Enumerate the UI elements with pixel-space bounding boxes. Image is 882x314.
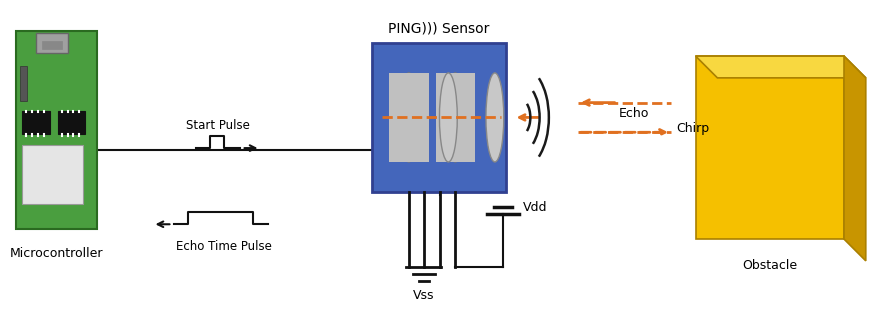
Text: Chirp: Chirp (676, 122, 709, 135)
Text: Start Pulse: Start Pulse (186, 119, 250, 132)
Ellipse shape (486, 73, 504, 162)
Ellipse shape (439, 73, 457, 162)
Text: PING))) Sensor: PING))) Sensor (388, 21, 490, 35)
Bar (16, 31, 97, 229)
Bar (20, 66, 27, 100)
Bar (36, 33, 68, 53)
Bar (372, 43, 505, 192)
Text: Echo Time Pulse: Echo Time Pulse (176, 240, 272, 253)
Text: Microcontroller: Microcontroller (10, 247, 103, 260)
Text: Vss: Vss (413, 289, 435, 301)
Text: Vdd: Vdd (522, 201, 547, 214)
Bar (41, 41, 62, 49)
Bar (22, 111, 49, 134)
Bar (389, 73, 429, 162)
Polygon shape (844, 56, 866, 261)
Ellipse shape (446, 73, 464, 162)
Text: Echo: Echo (619, 106, 649, 120)
Bar (22, 145, 84, 204)
Bar (696, 56, 844, 239)
Text: Obstacle: Obstacle (743, 259, 797, 272)
Ellipse shape (400, 73, 418, 162)
Bar (57, 111, 86, 134)
Bar (436, 73, 475, 162)
Polygon shape (696, 56, 866, 78)
